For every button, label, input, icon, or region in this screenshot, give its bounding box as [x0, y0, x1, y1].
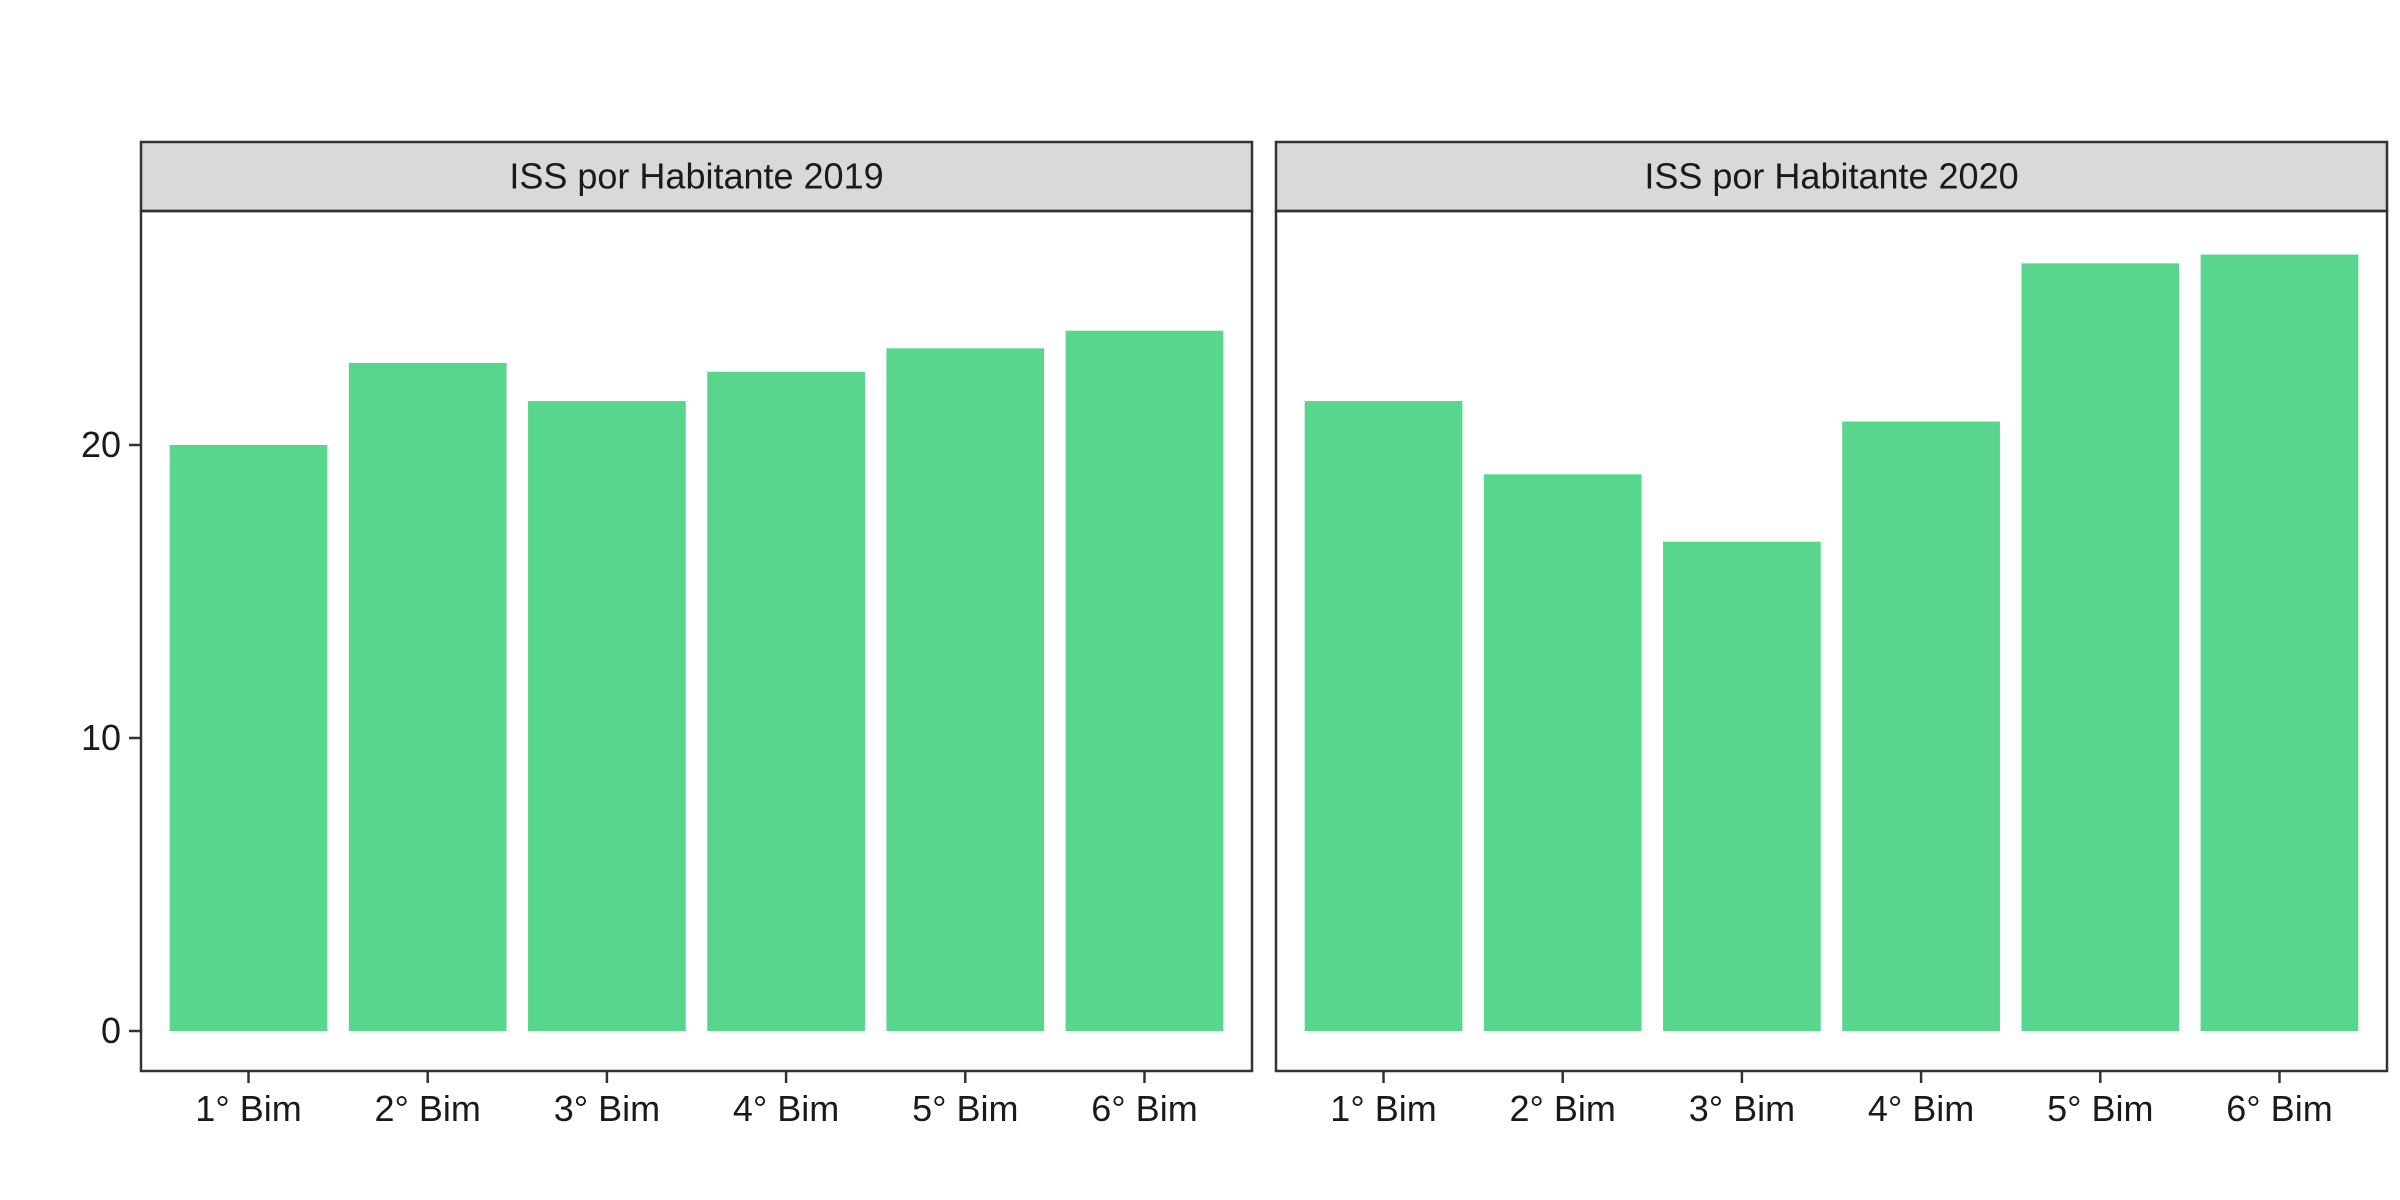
- bar-3: [1663, 541, 1821, 1031]
- x-axis-2020: 1° Bim 2° Bim 3° Bim 4° Bim 5° Bim 6° Bim: [1330, 1071, 2333, 1129]
- x-axis-2019: 1° Bim 2° Bim 3° Bim 4° Bim 5° Bim 6° Bim: [195, 1071, 1198, 1129]
- bar-6: [2200, 254, 2359, 1032]
- x-tick-label: 5° Bim: [912, 1088, 1018, 1129]
- panel-2020: ISS por Habitante 2020 1° Bim 2° Bim 3° Bi…: [1274, 140, 2389, 1129]
- x-tick-label: 4° Bim: [1868, 1088, 1974, 1129]
- panel-title-2020: ISS por Habitante 2020: [1644, 156, 2018, 197]
- y-axis: 0 10 20: [81, 424, 141, 1051]
- x-tick-label: 6° Bim: [2226, 1088, 2332, 1129]
- strip-background-2020: [1276, 142, 2387, 211]
- bar-4: [707, 371, 865, 1031]
- bar-1: [1304, 401, 1463, 1031]
- strip-border-2019: [139, 140, 1254, 213]
- bars-2019: [169, 330, 1224, 1032]
- x-tick-label: 3° Bim: [554, 1088, 660, 1129]
- x-tick-label: 5° Bim: [2047, 1088, 2153, 1129]
- bar-5: [2021, 263, 2180, 1032]
- x-tick-label: 4° Bim: [733, 1088, 839, 1129]
- x-tick-label: 2° Bim: [1509, 1088, 1615, 1129]
- panel-2019: ISS por Habitante 2019 1° Bim 2° Bim 3° Bi…: [139, 140, 1254, 1129]
- panel-title-2019: ISS por Habitante 2019: [509, 156, 883, 197]
- bar-3: [528, 401, 686, 1031]
- bar-4: [1842, 421, 2000, 1031]
- strip-border-2020: [1274, 140, 2389, 213]
- bar-5: [886, 348, 1045, 1031]
- x-tick-label: 3° Bim: [1689, 1088, 1795, 1129]
- y-tick-label: 0: [101, 1010, 121, 1051]
- y-tick-label: 20: [81, 424, 121, 465]
- y-tick-label: 10: [81, 717, 121, 758]
- bar-6: [1065, 330, 1224, 1032]
- bar-2: [348, 362, 507, 1032]
- strip-background-2019: [141, 142, 1252, 211]
- bar-2: [1483, 474, 1642, 1031]
- x-tick-label: 6° Bim: [1091, 1088, 1197, 1129]
- x-tick-label: 1° Bim: [195, 1088, 301, 1129]
- bars-2020: [1304, 254, 2359, 1032]
- x-tick-label: 1° Bim: [1330, 1088, 1436, 1129]
- x-tick-label: 2° Bim: [374, 1088, 480, 1129]
- bar-1: [169, 445, 328, 1031]
